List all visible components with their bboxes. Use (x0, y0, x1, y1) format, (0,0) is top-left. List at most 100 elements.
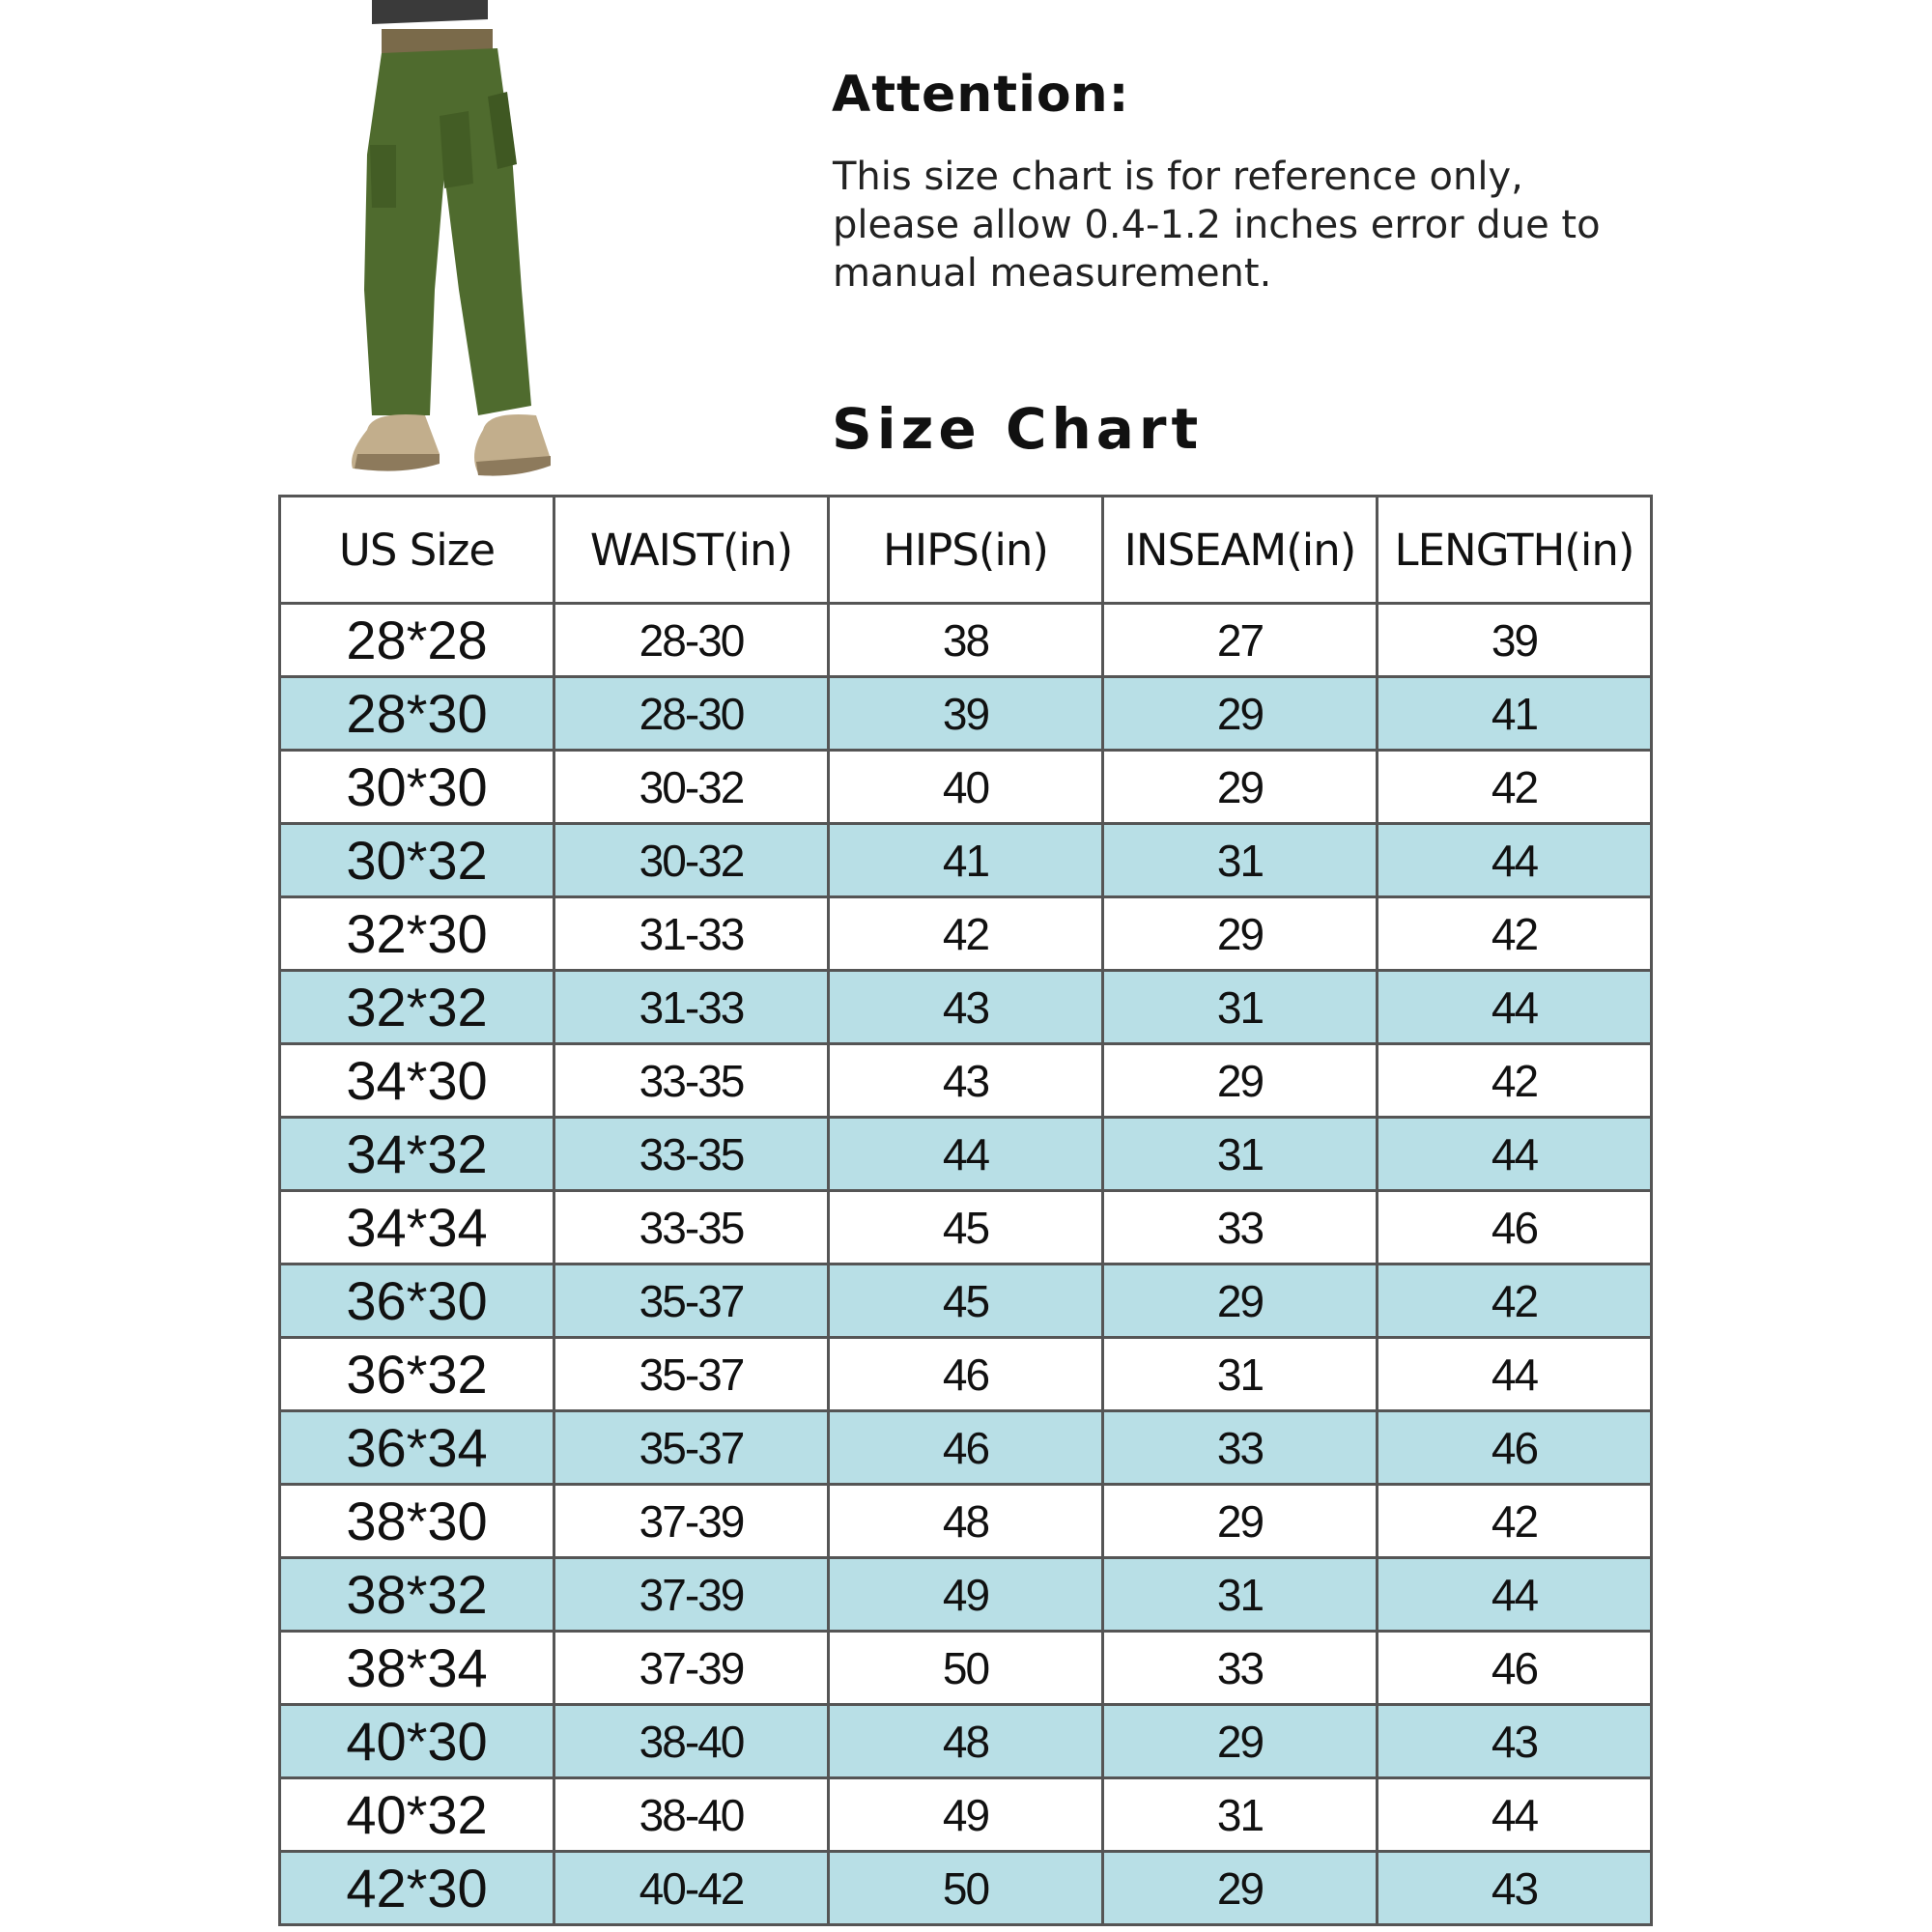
cell-length: 44 (1376, 969, 1653, 1045)
cell-us-size: 34*34 (278, 1189, 555, 1265)
header-length: LENGTH(in) (1376, 495, 1653, 605)
cell-waist: 38-40 (553, 1776, 830, 1853)
header-us-size: US Size (278, 495, 555, 605)
cell-hips: 40 (827, 749, 1104, 825)
cell-length: 46 (1376, 1630, 1653, 1706)
cell-inseam: 31 (1101, 822, 1378, 898)
cell-hips: 41 (827, 822, 1104, 898)
cell-length: 46 (1376, 1189, 1653, 1265)
cell-length: 44 (1376, 1116, 1653, 1192)
cell-inseam: 29 (1101, 895, 1378, 972)
table-row: 42*30 40-42 50 29 43 (278, 1850, 1653, 1926)
cell-waist: 31-33 (553, 895, 830, 972)
cell-length: 46 (1376, 1409, 1653, 1486)
table-row: 28*30 28-30 39 29 41 (278, 675, 1653, 752)
cell-waist: 33-35 (553, 1042, 830, 1119)
cell-hips: 42 (827, 895, 1104, 972)
cell-inseam: 31 (1101, 969, 1378, 1045)
table-row: 38*32 37-39 49 31 44 (278, 1556, 1653, 1633)
cell-hips: 39 (827, 675, 1104, 752)
cell-us-size: 40*32 (278, 1776, 555, 1853)
cell-waist: 31-33 (553, 969, 830, 1045)
table-row: 28*28 28-30 38 27 39 (278, 602, 1653, 678)
table-row: 34*30 33-35 43 29 42 (278, 1042, 1653, 1119)
cell-hips: 50 (827, 1850, 1104, 1926)
table-row: 36*30 35-37 45 29 42 (278, 1263, 1653, 1339)
cell-hips: 49 (827, 1776, 1104, 1853)
cell-hips: 43 (827, 969, 1104, 1045)
cell-inseam: 29 (1101, 1703, 1378, 1779)
cell-hips: 48 (827, 1703, 1104, 1779)
table-row: 30*32 30-32 41 31 44 (278, 822, 1653, 898)
cell-waist: 37-39 (553, 1483, 830, 1559)
cell-inseam: 31 (1101, 1556, 1378, 1633)
cell-inseam: 31 (1101, 1776, 1378, 1853)
cell-inseam: 33 (1101, 1630, 1378, 1706)
cell-hips: 44 (827, 1116, 1104, 1192)
header-inseam: INSEAM(in) (1101, 495, 1378, 605)
cell-inseam: 29 (1101, 1850, 1378, 1926)
cell-waist: 40-42 (553, 1850, 830, 1926)
cell-us-size: 36*32 (278, 1336, 555, 1412)
cell-inseam: 29 (1101, 1483, 1378, 1559)
cell-inseam: 31 (1101, 1116, 1378, 1192)
cell-us-size: 34*30 (278, 1042, 555, 1119)
cell-hips: 49 (827, 1556, 1104, 1633)
cell-us-size: 38*32 (278, 1556, 555, 1633)
cell-hips: 38 (827, 602, 1104, 678)
cell-us-size: 32*30 (278, 895, 555, 972)
table-row: 36*32 35-37 46 31 44 (278, 1336, 1653, 1412)
cell-us-size: 42*30 (278, 1850, 555, 1926)
cell-inseam: 33 (1101, 1409, 1378, 1486)
cell-us-size: 30*30 (278, 749, 555, 825)
attention-title: Attention: (832, 66, 1130, 124)
header-hips: HIPS(in) (827, 495, 1104, 605)
cell-hips: 43 (827, 1042, 1104, 1119)
cell-length: 42 (1376, 1263, 1653, 1339)
cell-waist: 35-37 (553, 1409, 830, 1486)
cell-length: 42 (1376, 1483, 1653, 1559)
attention-note: This size chart is for reference only, p… (833, 155, 1601, 296)
table-row: 30*30 30-32 40 29 42 (278, 749, 1653, 825)
cell-us-size: 28*28 (278, 602, 555, 678)
cell-inseam: 29 (1101, 1263, 1378, 1339)
cell-us-size: 32*32 (278, 969, 555, 1045)
size-chart-table: US Size WAIST(in) HIPS(in) INSEAM(in) LE… (278, 495, 1653, 1926)
cell-waist: 38-40 (553, 1703, 830, 1779)
cell-length: 41 (1376, 675, 1653, 752)
cell-us-size: 36*30 (278, 1263, 555, 1339)
table-row: 40*30 38-40 48 29 43 (278, 1703, 1653, 1779)
cell-length: 42 (1376, 895, 1653, 972)
cell-hips: 48 (827, 1483, 1104, 1559)
cell-inseam: 27 (1101, 602, 1378, 678)
cell-inseam: 31 (1101, 1336, 1378, 1412)
table-row: 34*34 33-35 45 33 46 (278, 1189, 1653, 1265)
cell-us-size: 28*30 (278, 675, 555, 752)
table-row: 32*32 31-33 43 31 44 (278, 969, 1653, 1045)
cell-waist: 28-30 (553, 675, 830, 752)
cell-length: 39 (1376, 602, 1653, 678)
cell-length: 43 (1376, 1850, 1653, 1926)
cell-length: 44 (1376, 822, 1653, 898)
table-row: 34*32 33-35 44 31 44 (278, 1116, 1653, 1192)
cell-waist: 35-37 (553, 1263, 830, 1339)
cell-hips: 45 (827, 1263, 1104, 1339)
cell-inseam: 29 (1101, 1042, 1378, 1119)
cell-length: 44 (1376, 1556, 1653, 1633)
table-row: 38*30 37-39 48 29 42 (278, 1483, 1653, 1559)
cell-hips: 45 (827, 1189, 1104, 1265)
cell-us-size: 40*30 (278, 1703, 555, 1779)
header-waist: WAIST(in) (553, 495, 830, 605)
table-row: 38*34 37-39 50 33 46 (278, 1630, 1653, 1706)
cell-waist: 35-37 (553, 1336, 830, 1412)
cell-hips: 46 (827, 1409, 1104, 1486)
cell-us-size: 30*32 (278, 822, 555, 898)
cell-length: 42 (1376, 749, 1653, 825)
cell-length: 43 (1376, 1703, 1653, 1779)
cell-waist: 28-30 (553, 602, 830, 678)
cell-length: 44 (1376, 1336, 1653, 1412)
cell-waist: 37-39 (553, 1630, 830, 1706)
cell-inseam: 29 (1101, 749, 1378, 825)
cell-inseam: 29 (1101, 675, 1378, 752)
cell-hips: 50 (827, 1630, 1104, 1706)
